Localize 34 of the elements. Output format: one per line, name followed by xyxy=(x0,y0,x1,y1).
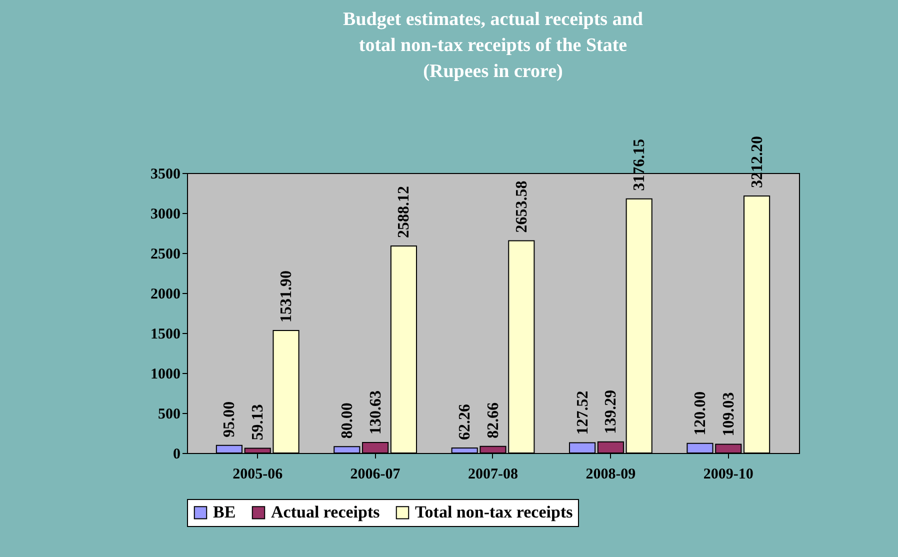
data-label: 120.00 xyxy=(692,391,709,436)
y-tick-label: 1000 xyxy=(150,366,180,382)
x-tick-label: 2007-08 xyxy=(468,466,518,482)
y-tick-label: 1500 xyxy=(150,326,180,342)
y-tick-label: 3000 xyxy=(150,206,180,222)
x-tick-label: 2009-10 xyxy=(703,466,754,482)
x-tick-label: 2006-07 xyxy=(350,466,401,482)
data-label: 95.00 xyxy=(221,401,238,438)
data-label: 59.13 xyxy=(250,404,267,440)
legend-label: BE xyxy=(213,502,236,522)
y-tick-label: 0 xyxy=(173,446,180,462)
y-tick-label: 500 xyxy=(158,406,180,422)
data-label: 3212.20 xyxy=(748,136,766,188)
legend-label: Total non-tax receipts xyxy=(415,502,574,522)
data-label: 80.00 xyxy=(338,402,356,439)
x-tick-label: 2008-09 xyxy=(586,466,636,482)
text: Budget estimates, actual receipts and xyxy=(343,9,643,30)
data-label: 2653.58 xyxy=(513,180,530,233)
data-label: 3176.15 xyxy=(631,138,648,191)
y-tick-label: 3500 xyxy=(150,166,180,182)
y-tick-label: 2500 xyxy=(150,246,180,262)
x-tick-label: 2005-06 xyxy=(232,466,284,482)
data-label: 62.26 xyxy=(456,404,474,440)
y-tick-label: 2000 xyxy=(150,286,180,302)
data-label: 127.52 xyxy=(574,390,592,435)
data-label: 82.66 xyxy=(485,402,502,438)
data-label: 2588.12 xyxy=(396,186,413,238)
data-label: 139.29 xyxy=(602,390,620,434)
text: total non-tax receipts of the State xyxy=(358,35,628,56)
text: (Rupees in crore) xyxy=(423,61,563,82)
data-label: 109.03 xyxy=(720,392,738,436)
legend-label: Actual receipts xyxy=(271,502,380,522)
data-label: 130.63 xyxy=(367,390,384,435)
data-label: 1531.90 xyxy=(278,270,296,322)
